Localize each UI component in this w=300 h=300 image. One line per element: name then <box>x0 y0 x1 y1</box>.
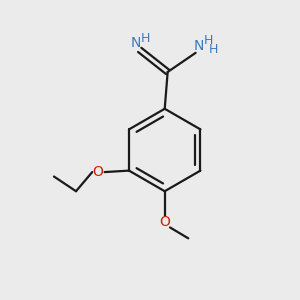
Text: H: H <box>203 34 213 47</box>
Text: H: H <box>209 43 219 56</box>
Text: N: N <box>131 36 141 50</box>
Text: H: H <box>140 32 150 45</box>
Text: O: O <box>93 165 104 179</box>
Text: N: N <box>194 39 204 53</box>
Text: O: O <box>159 215 170 229</box>
